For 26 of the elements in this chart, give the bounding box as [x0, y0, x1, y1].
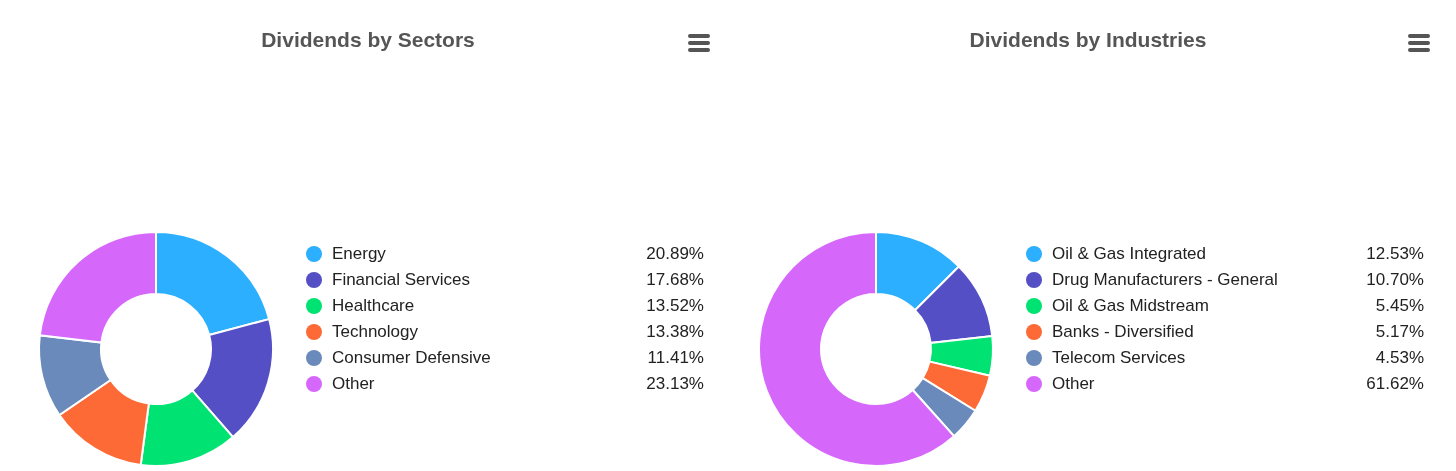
- chart-title: Dividends by Industries: [968, 28, 1208, 52]
- legend-label: Other: [1052, 374, 1096, 394]
- legend-label: Other: [332, 374, 376, 394]
- data-label: 4.53%: [1375, 348, 1424, 368]
- data-label: 11.41%: [647, 348, 704, 368]
- legend-label: Energy: [332, 244, 387, 264]
- legend-label: Consumer Defensive: [332, 348, 492, 368]
- data-label: 13.38%: [646, 322, 704, 342]
- chart-title: Dividends by Sectors: [260, 28, 476, 52]
- legend-label: Oil & Gas Midstream: [1052, 296, 1210, 316]
- data-label: 5.17%: [1375, 322, 1424, 342]
- data-label: 17.68%: [646, 270, 704, 290]
- data-label: 5.45%: [1375, 296, 1424, 316]
- data-label: 23.13%: [646, 374, 704, 394]
- legend-label: Healthcare: [332, 296, 416, 316]
- data-label: 10.70%: [1366, 270, 1424, 290]
- legend-label: Telecom Services: [1052, 348, 1187, 368]
- data-label: 61.62%: [1366, 374, 1424, 394]
- legend-label: Financial Services: [332, 270, 471, 290]
- data-label: 12.53%: [1366, 244, 1424, 264]
- data-label: 20.89%: [646, 244, 704, 264]
- legend-label: Banks - Diversified: [1052, 322, 1195, 342]
- legend-label: Drug Manufacturers - General: [1052, 270, 1279, 290]
- legend-label: Oil & Gas Integrated: [1052, 244, 1208, 264]
- data-label: 13.52%: [646, 296, 704, 316]
- legend-label: Technology: [332, 322, 419, 342]
